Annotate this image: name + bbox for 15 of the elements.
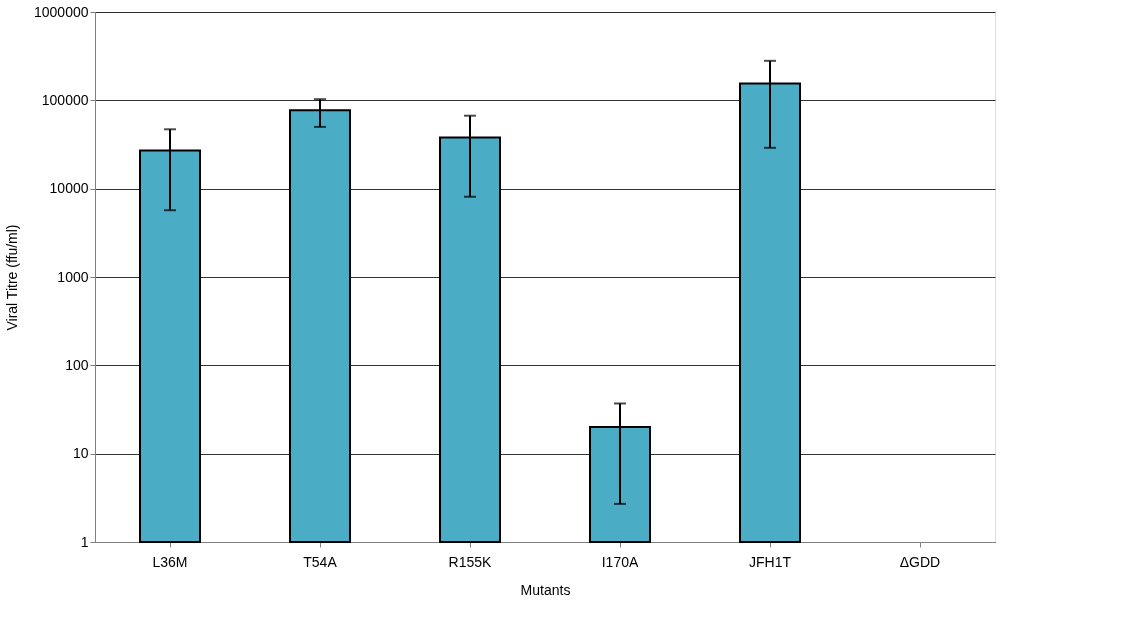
x-tick-label: L36M [152,553,188,570]
y-tick-label: 1 [80,533,89,550]
y-tick-label: 100 [65,356,89,373]
y-tick-label: 10 [72,445,89,462]
y-tick-label: 10000 [49,180,89,197]
x-tick-label: JFH1T [749,553,792,570]
x-tick-label: ΔGDD [899,553,941,570]
x-tick-label: I170A [601,553,639,570]
y-tick-label: 1000000 [33,3,89,20]
x-tick-label: R155K [448,553,493,570]
y-axis-title: Viral Titre (ffu/ml) [4,224,20,331]
x-tick-label: T54A [303,553,338,570]
y-tick-label: 1000 [57,268,89,285]
y-tick-label: 100000 [41,91,89,108]
x-axis-title: Mutants [520,581,571,598]
